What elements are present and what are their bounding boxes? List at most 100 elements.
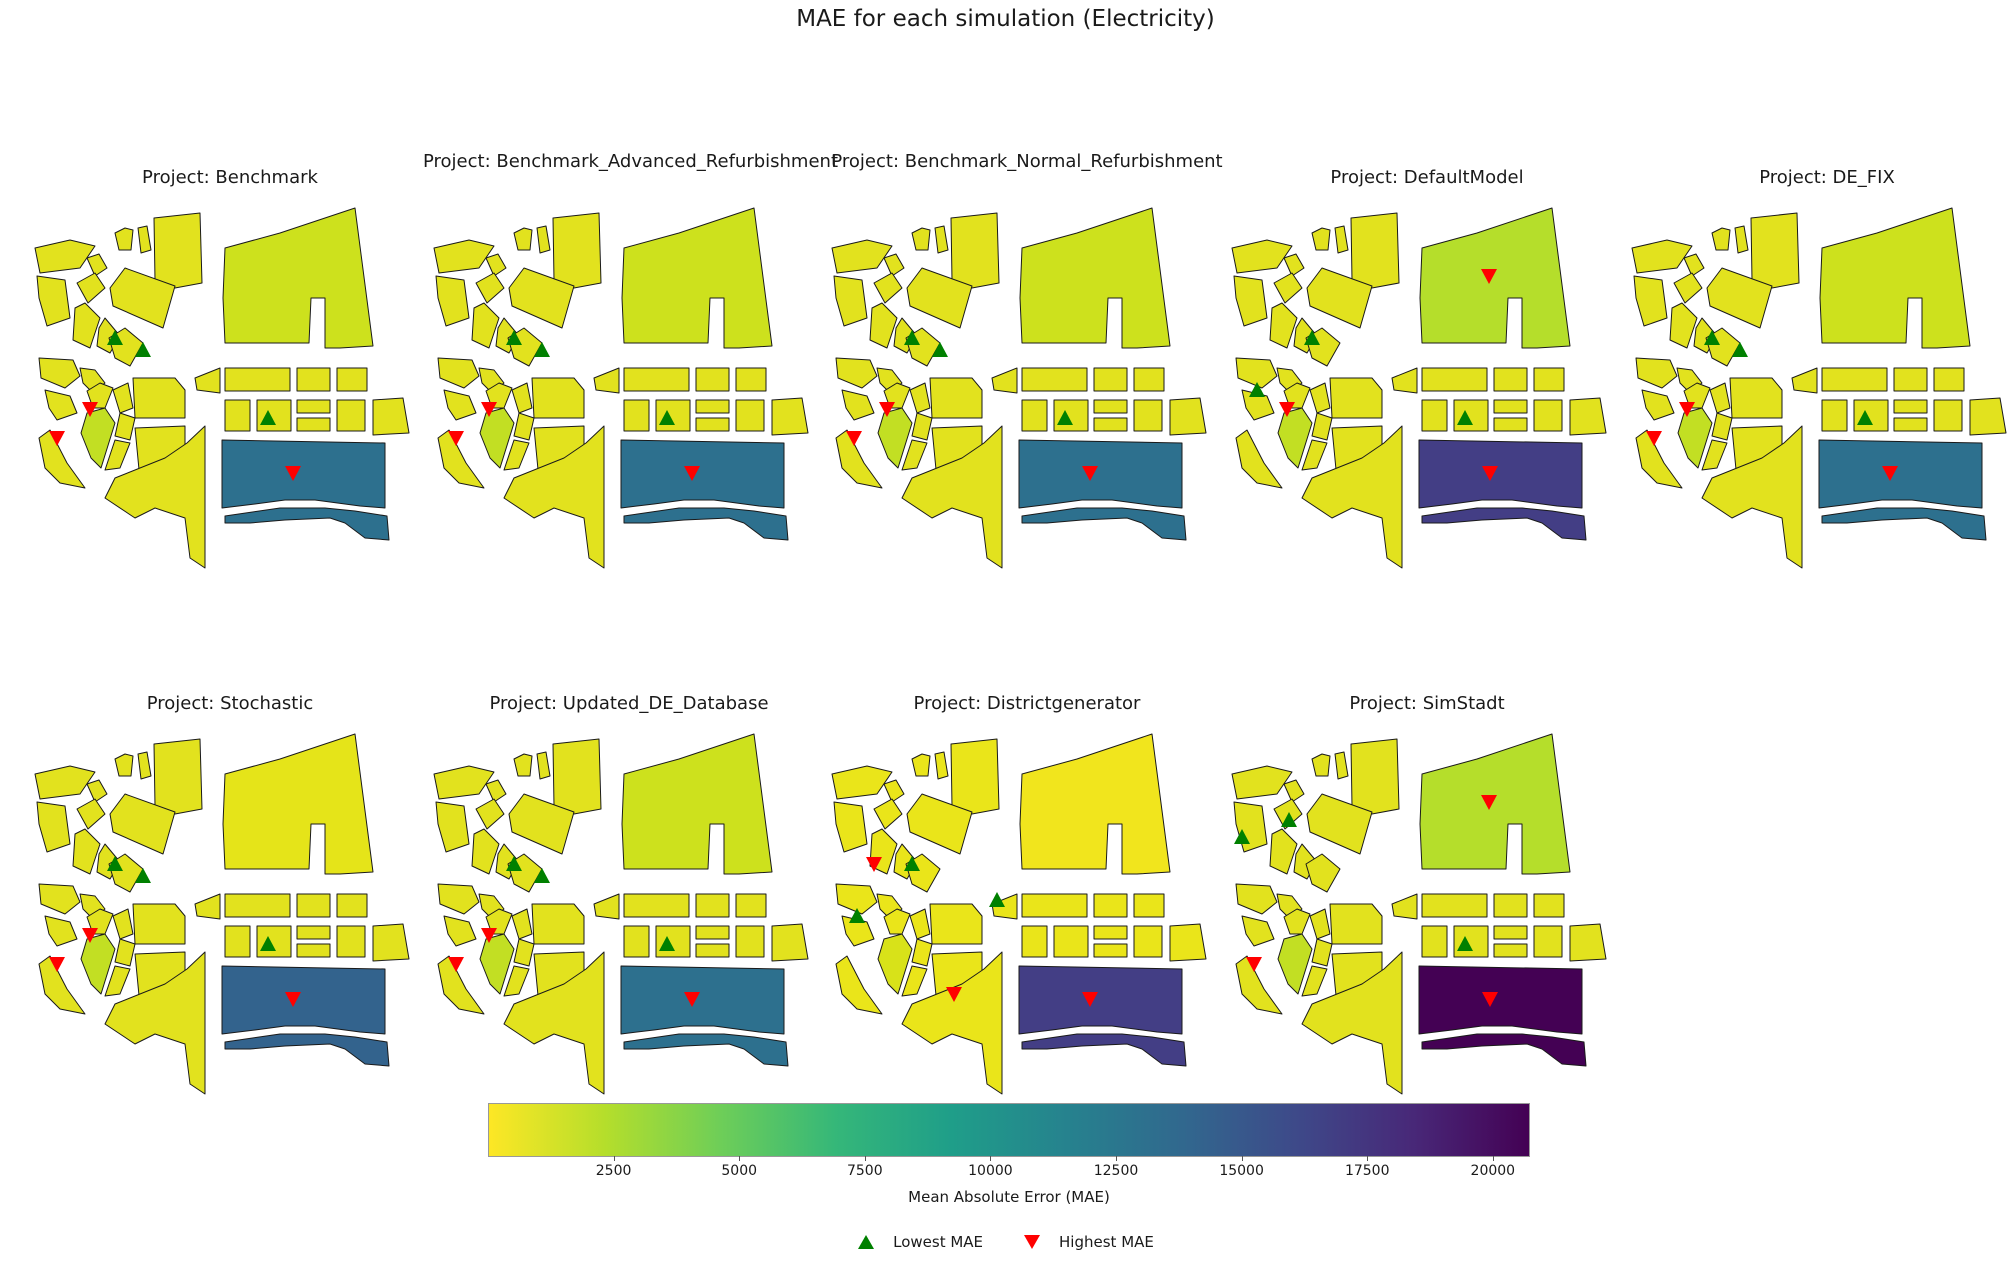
building-block xyxy=(1421,507,1587,541)
building-block xyxy=(1711,412,1733,441)
building-block xyxy=(513,412,535,441)
building-block xyxy=(1893,417,1928,432)
building-block xyxy=(38,955,86,1015)
building-block xyxy=(1283,779,1305,803)
building-block xyxy=(695,417,730,432)
building-block xyxy=(104,425,206,569)
building-block xyxy=(76,272,106,304)
building-block xyxy=(1334,225,1349,254)
building-block xyxy=(503,965,530,997)
building-block xyxy=(1633,275,1668,327)
panel-title: Project: SimStadt xyxy=(1349,693,1505,714)
building-block xyxy=(695,925,730,940)
building-block xyxy=(224,367,291,392)
lowest-mae-marker xyxy=(1249,382,1265,397)
lowest-mae-marker xyxy=(1281,812,1297,827)
building-block xyxy=(435,801,470,853)
building-block xyxy=(137,751,152,780)
building-block xyxy=(1334,751,1349,780)
highest-mae-marker xyxy=(448,957,464,972)
building-block xyxy=(1635,357,1678,389)
building-block xyxy=(1893,367,1928,392)
building-block xyxy=(1419,733,1571,875)
colorbar-tick-mark xyxy=(613,1156,615,1161)
panel-title: Project: Updated_DE_Database xyxy=(489,693,769,714)
building-block xyxy=(1421,367,1488,392)
building-block xyxy=(372,923,410,962)
building-block xyxy=(593,367,620,394)
building-block xyxy=(435,275,470,327)
lowest-mae-marker xyxy=(1732,342,1748,357)
lowest-mae-marker xyxy=(1704,330,1720,345)
building-block xyxy=(296,925,331,940)
building-block xyxy=(621,733,773,875)
panel-title: Project: Benchmark_Normal_Refurbishment xyxy=(831,151,1223,172)
building-block xyxy=(1819,207,1971,349)
building-block xyxy=(1021,925,1048,958)
building-block xyxy=(835,357,878,389)
highest-mae-marker xyxy=(481,402,497,417)
building-block xyxy=(1818,439,1983,509)
building-block xyxy=(1093,893,1128,918)
district-map xyxy=(34,733,410,1095)
building-block xyxy=(1093,417,1128,432)
building-block xyxy=(137,225,152,254)
panel-title: Project: DefaultModel xyxy=(1330,167,1524,188)
building-block xyxy=(1231,239,1293,274)
building-block xyxy=(437,955,485,1015)
building-block xyxy=(1821,367,1888,392)
building-block xyxy=(552,212,602,289)
colorbar-tick-label: 10000 xyxy=(968,1163,1013,1179)
building-block xyxy=(1969,397,2007,436)
building-block xyxy=(1021,1033,1187,1067)
building-block xyxy=(1419,207,1571,349)
building-block xyxy=(623,1033,789,1067)
building-block xyxy=(224,925,251,958)
lowest-mae-marker xyxy=(1457,410,1473,425)
building-block xyxy=(1933,367,1965,392)
highest-mae-marker xyxy=(1482,992,1498,1007)
building-block xyxy=(221,439,386,509)
panel-title: Project: Benchmark xyxy=(142,167,318,188)
building-block xyxy=(503,425,605,569)
building-block xyxy=(1311,412,1333,441)
building-block xyxy=(1021,507,1187,541)
building-block xyxy=(1750,212,1800,289)
building-block xyxy=(833,275,868,327)
building-block xyxy=(256,925,292,958)
building-block xyxy=(503,951,605,1095)
lowest-mae-marker xyxy=(260,936,276,951)
lowest-mae-marker xyxy=(1057,410,1073,425)
building-block xyxy=(38,357,81,389)
building-block xyxy=(511,382,533,414)
building-block xyxy=(906,267,973,329)
building-block xyxy=(835,429,883,489)
building-block xyxy=(1631,239,1693,274)
lowest-mae-marker xyxy=(904,330,920,345)
building-block xyxy=(256,399,292,432)
building-block xyxy=(1711,227,1731,251)
building-block xyxy=(1933,399,1963,432)
building-block xyxy=(86,253,108,277)
building-block xyxy=(623,507,789,541)
building-block xyxy=(1021,367,1088,392)
building-block xyxy=(833,801,868,853)
district-map xyxy=(831,733,1207,1095)
building-block xyxy=(1311,938,1333,967)
building-block xyxy=(950,738,1000,815)
building-block xyxy=(1235,357,1278,389)
building-block xyxy=(531,903,585,945)
building-block xyxy=(76,798,106,830)
building-block xyxy=(1019,207,1171,349)
building-block xyxy=(1277,933,1313,995)
building-block xyxy=(296,417,331,432)
building-block xyxy=(153,212,203,289)
building-block xyxy=(86,779,108,803)
building-block xyxy=(443,915,477,947)
building-block xyxy=(929,377,983,419)
building-block xyxy=(372,397,410,436)
building-block xyxy=(909,908,931,940)
building-block xyxy=(437,883,480,915)
highest-mae-marker xyxy=(49,957,65,972)
highest-mae-marker xyxy=(285,466,301,481)
